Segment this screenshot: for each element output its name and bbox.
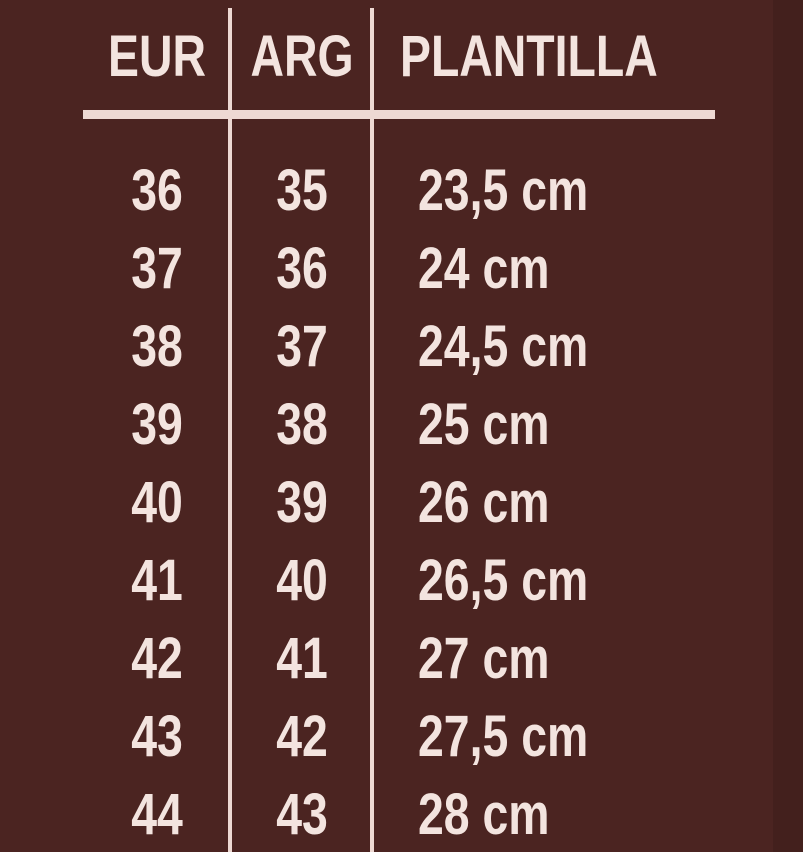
cell-arg: 37 bbox=[276, 314, 328, 379]
cell-plantilla: 27 cm bbox=[418, 626, 550, 691]
cell-arg: 35 bbox=[276, 158, 328, 223]
column-divider bbox=[370, 8, 374, 852]
header-arg: ARG bbox=[250, 24, 354, 89]
cell-plantilla: 27,5 cm bbox=[418, 704, 589, 769]
cell-eur: 42 bbox=[131, 626, 183, 691]
column-divider bbox=[228, 8, 232, 852]
cell-arg: 39 bbox=[276, 470, 328, 535]
cell-plantilla: 26,5 cm bbox=[418, 548, 589, 613]
cell-eur: 36 bbox=[131, 158, 183, 223]
cell-plantilla: 28 cm bbox=[418, 782, 550, 847]
cell-plantilla: 26 cm bbox=[418, 470, 550, 535]
cell-plantilla: 24,5 cm bbox=[418, 314, 589, 379]
cell-eur: 39 bbox=[131, 392, 183, 457]
cell-eur: 41 bbox=[131, 548, 183, 613]
cell-arg: 36 bbox=[276, 236, 328, 301]
cell-plantilla: 24 cm bbox=[418, 236, 550, 301]
header-eur: EUR bbox=[108, 24, 206, 89]
cell-arg: 40 bbox=[276, 548, 328, 613]
right-edge-shadow bbox=[773, 0, 803, 852]
cell-plantilla: 25 cm bbox=[418, 392, 550, 457]
cell-plantilla: 23,5 cm bbox=[418, 158, 589, 223]
cell-arg: 38 bbox=[276, 392, 328, 457]
cell-eur: 38 bbox=[131, 314, 183, 379]
cell-eur: 40 bbox=[131, 470, 183, 535]
cell-eur: 37 bbox=[131, 236, 183, 301]
cell-eur: 44 bbox=[131, 782, 183, 847]
cell-arg: 42 bbox=[276, 704, 328, 769]
cell-eur: 43 bbox=[131, 704, 183, 769]
header-plantilla: PLANTILLA bbox=[400, 24, 658, 89]
cell-arg: 43 bbox=[276, 782, 328, 847]
header-divider bbox=[83, 110, 715, 119]
cell-arg: 41 bbox=[276, 626, 328, 691]
